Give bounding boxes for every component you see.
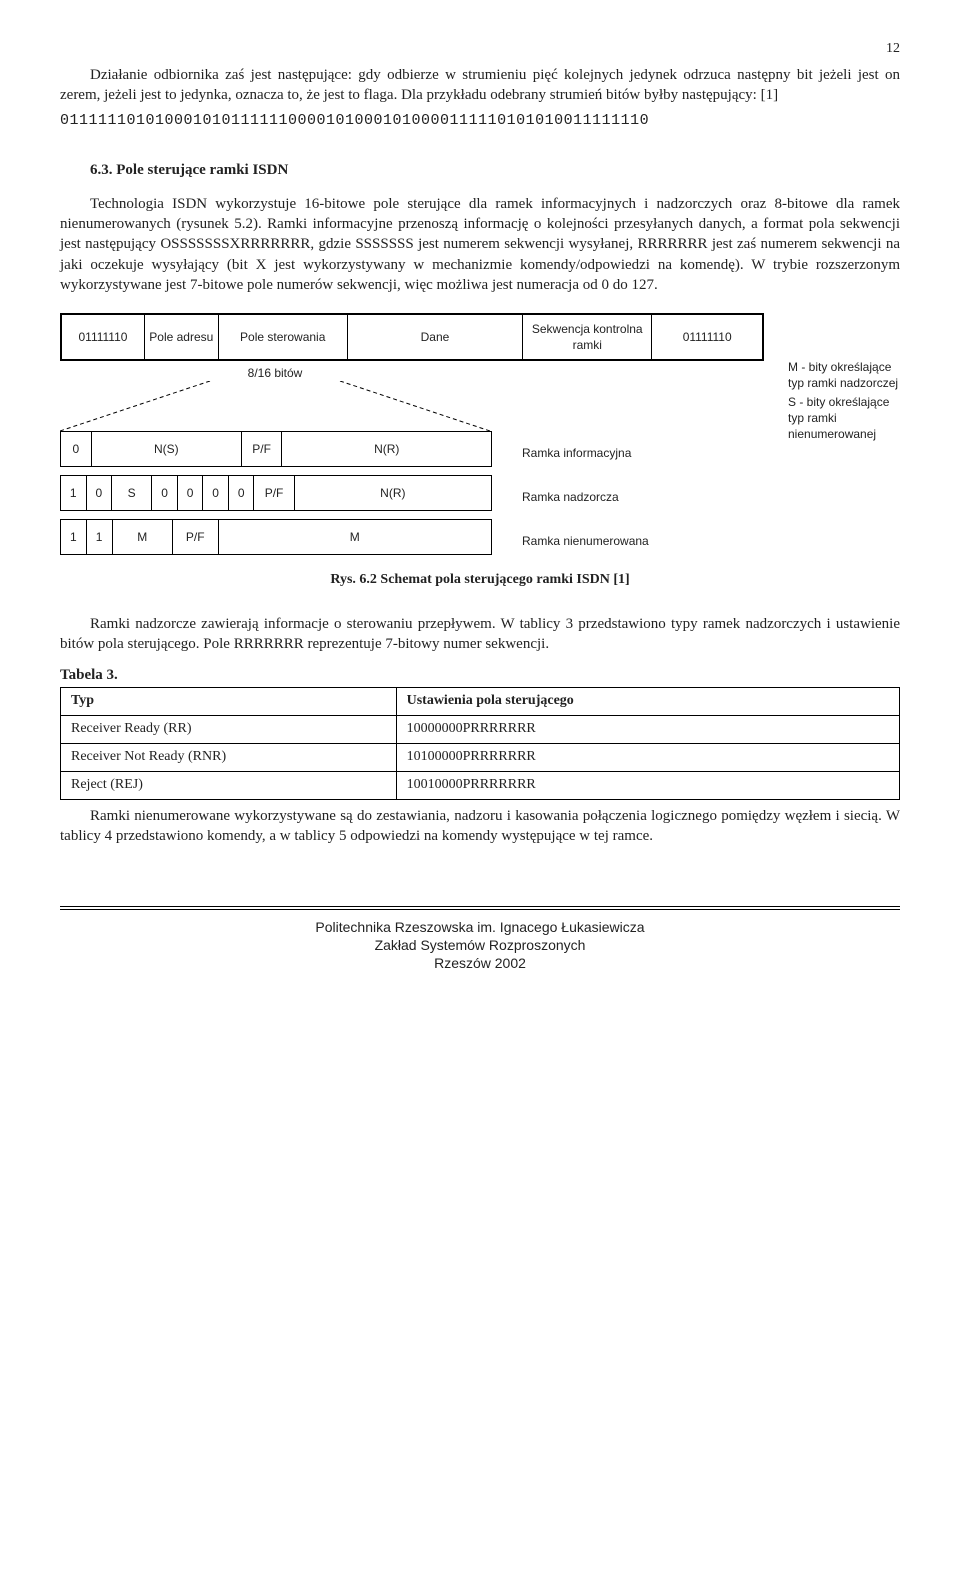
control-cell: 0: [87, 476, 113, 510]
figure-6-2: 01111110Pole adresuPole sterowaniaDaneSe…: [60, 313, 900, 563]
frame-type-label: Ramka nadzorcza: [522, 489, 619, 505]
control-cell: 0: [61, 432, 92, 466]
control-field-row: 11MP/FM: [60, 519, 492, 555]
control-cell: P/F: [242, 432, 283, 466]
control-field-row: 0N(S)P/FN(R): [60, 431, 492, 467]
figure-caption: Rys. 6.2 Schemat pola sterującego ramki …: [60, 571, 900, 590]
footer-line-1: Politechnika Rzeszowska im. Ignacego Łuk…: [60, 918, 900, 936]
paragraph-2: Technologia ISDN wykorzystuje 16-bitowe …: [60, 194, 900, 295]
section-heading: 6.3. Pole sterujące ramki ISDN: [90, 160, 900, 180]
frame-structure-row: 01111110Pole adresuPole sterowaniaDaneSe…: [60, 313, 764, 361]
paragraph-4: Ramki nienumerowane wykorzystywane są do…: [60, 806, 900, 847]
frame-cell: Dane: [348, 315, 523, 359]
table-cell: Reject (REJ): [61, 771, 397, 799]
bitstream: 0111111010100010101111110000101000101000…: [60, 111, 900, 131]
bit-meaning-note: M - bity określające typ ramki nadzorcze…: [788, 359, 900, 391]
footer-line-3: Rzeszów 2002: [60, 954, 900, 972]
control-cell: S: [112, 476, 152, 510]
table-3-label: Tabela 3.: [60, 665, 900, 685]
frame-type-label: Ramka informacyjna: [522, 445, 631, 461]
control-cell: P/F: [254, 476, 294, 510]
table-row: Reject (REJ)10010000PRRRRRRR: [61, 771, 900, 799]
control-cell: N(R): [282, 432, 491, 466]
footer: Politechnika Rzeszowska im. Ignacego Łuk…: [60, 906, 900, 973]
control-cell: M: [219, 520, 491, 554]
control-cell: N(S): [92, 432, 242, 466]
table-cell: Receiver Not Ready (RNR): [61, 743, 397, 771]
table-cell: Receiver Ready (RR): [61, 715, 397, 743]
frame-cell: 01111110: [62, 315, 145, 359]
paragraph-1: Działanie odbiornika zaś jest następując…: [60, 65, 900, 106]
table-header-cell: Ustawienia pola sterującego: [396, 687, 899, 715]
control-cell: M: [113, 520, 173, 554]
frame-type-label: Ramka nienumerowana: [522, 533, 649, 549]
table-cell: 10010000PRRRRRRR: [396, 771, 899, 799]
control-cell: 1: [61, 476, 87, 510]
control-cell: 1: [87, 520, 113, 554]
paragraph-3: Ramki nadzorcze zawierają informacje o s…: [60, 614, 900, 655]
table-cell: 10100000PRRRRRRR: [396, 743, 899, 771]
table-row: Receiver Ready (RR)10000000PRRRRRRR: [61, 715, 900, 743]
table-3: TypUstawienia pola sterującegoReceiver R…: [60, 687, 900, 800]
table-cell: 10000000PRRRRRRR: [396, 715, 899, 743]
control-cell: P/F: [173, 520, 219, 554]
table-row: Receiver Not Ready (RNR)10100000PRRRRRRR: [61, 743, 900, 771]
control-field-row: 10S0000P/FN(R): [60, 475, 492, 511]
page-number: 12: [60, 40, 900, 59]
control-cell: N(R): [295, 476, 491, 510]
frame-cell: 01111110: [652, 315, 762, 359]
footer-line-2: Zakład Systemów Rozproszonych: [60, 936, 900, 954]
frame-cell: Pole sterowania: [219, 315, 348, 359]
control-cell: 0: [203, 476, 229, 510]
control-cell: 1: [61, 520, 87, 554]
control-cell: 0: [152, 476, 178, 510]
control-cell: 0: [178, 476, 204, 510]
frame-cell: Pole adresu: [145, 315, 219, 359]
table-header-cell: Typ: [61, 687, 397, 715]
bit-meaning-note: S - bity określające typ ramki nienumero…: [788, 394, 900, 443]
control-cell: 0: [229, 476, 255, 510]
frame-cell: Sekwencja kontrolna ramki: [523, 315, 652, 359]
bits-width-label: 8/16 bitów: [210, 365, 340, 381]
